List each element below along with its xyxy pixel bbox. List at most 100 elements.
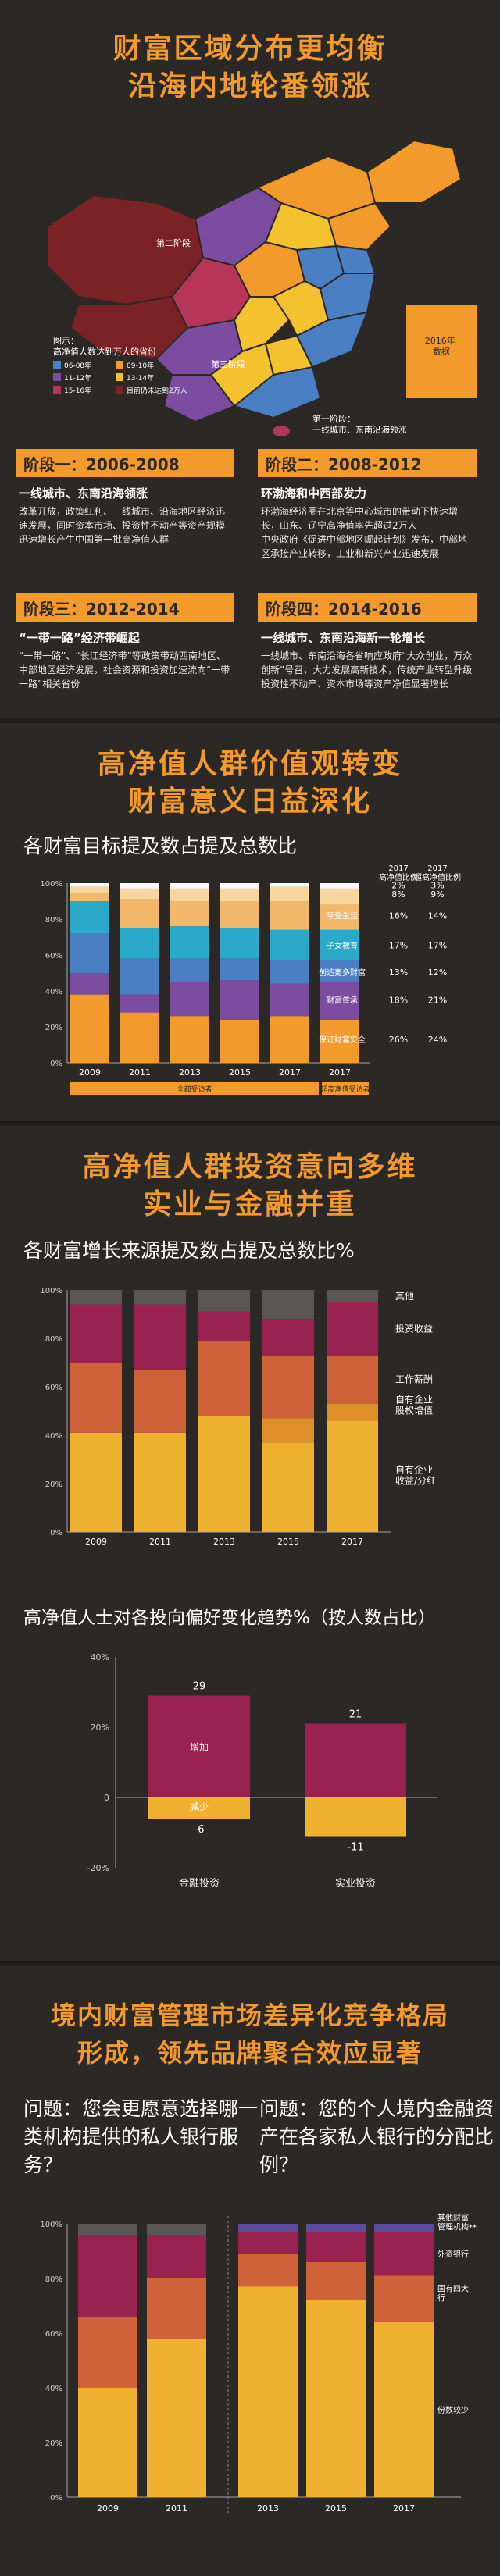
bar-segment — [70, 933, 109, 973]
y-tick-label: 100% — [40, 1287, 62, 1295]
question-2: 问题：您的个人境内金融资产在各家私人银行的分配比例？ — [259, 2097, 495, 2176]
y-tick-label: 40% — [45, 1432, 62, 1441]
bar-segment — [270, 983, 309, 1017]
bar-segment — [70, 886, 109, 894]
x-tick-label: 2011 — [129, 1067, 151, 1078]
bar-segment — [198, 1290, 250, 1312]
bar-segment — [374, 2322, 434, 2497]
x-tick-label: 2011 — [149, 1537, 171, 1547]
phase-1-body: 改革开放，政策红利、一线城市、沿海地区经济迅速发展，同时资本市场、投资性不动产等… — [19, 506, 226, 545]
bar-segment — [220, 901, 259, 928]
bar-segment — [262, 1418, 314, 1443]
china-map-provinces — [46, 139, 462, 438]
map-inset-line2: 数据 — [433, 346, 450, 357]
bar-decrease — [148, 1797, 250, 1819]
map-label-wave2: 第二阶段 — [156, 237, 191, 248]
y-tick-label: 0 — [104, 1793, 109, 1803]
bar-segment — [320, 888, 359, 905]
col-header-b-year: 2017 — [427, 864, 447, 873]
bar-segment — [238, 2224, 298, 2232]
series-label: 其他财富 — [438, 2212, 469, 2222]
bar-segment — [70, 1432, 122, 1532]
bar-segment — [120, 888, 159, 900]
y-tick-label: 60% — [45, 2330, 62, 2339]
y-tick-label: 60% — [45, 952, 62, 960]
x-tick-label: 实业投资 — [335, 1877, 376, 1890]
row-value-a: 26% — [389, 1035, 408, 1045]
data-label-increase: 21 — [349, 1709, 362, 1721]
legend-swatch-5 — [116, 386, 123, 394]
bar-segment — [320, 1019, 359, 1063]
series-label: 自有企业 — [395, 1464, 433, 1476]
series-label: 自有企业 — [395, 1394, 433, 1406]
section4-title-line1: 境内财富管理市场差异化竞争格局 — [50, 2001, 449, 2030]
legend-label-2: 11-12年 — [64, 373, 91, 383]
row-value-b: 9% — [430, 889, 444, 900]
bar-segment — [70, 973, 109, 995]
series-label: 管理机构** — [438, 2221, 477, 2232]
phase-1-card: 阶段一：2006-2008 一线城市、东南沿海领涨 改革开放，政策红利、一线城市… — [16, 449, 234, 547]
bar-increase — [148, 1695, 250, 1797]
x-tick-label: 2013 — [179, 1067, 201, 1078]
legend-title: 图示： 高净值人数达到万人的省份 — [53, 336, 156, 357]
row-value-b: 14% — [428, 910, 447, 921]
phase-3-head: “一带一路”经济带崛起 — [19, 631, 140, 645]
bar-segment — [170, 883, 209, 889]
bar-segment — [327, 1302, 378, 1356]
bar-segment — [270, 929, 309, 960]
section4-title-line2: 形成，领先品牌聚合效应显著 — [77, 2038, 423, 2068]
legend-label-4: 15-16年 — [64, 386, 91, 395]
row-value-b: 17% — [428, 940, 447, 950]
bar-segment — [120, 994, 159, 1013]
section2-title-line1: 高净值人群价值观转变 — [97, 748, 402, 780]
bar-segment — [170, 958, 209, 982]
private-bank-chart: 100% 80% 60% 40% 20% 0% 2009 2011 2013 2015 2017 份数… — [40, 2212, 477, 2514]
y-tick-label: 0% — [50, 1060, 62, 1068]
y-tick-label: 20% — [91, 1723, 109, 1733]
bar-decrease — [305, 1797, 406, 1837]
col-header-b-label: 超高净值比例 — [414, 872, 461, 882]
bar-segment — [78, 2317, 138, 2388]
series-label: 外资银行 — [438, 2250, 469, 2260]
map-label-wave3: 第三阶段 — [211, 358, 245, 369]
bar-segment — [70, 994, 109, 1063]
row-value-b: 24% — [428, 1035, 447, 1045]
bar-segment — [147, 2278, 206, 2339]
bar-segment — [238, 2232, 298, 2254]
bar-segment — [327, 1290, 378, 1302]
phase-3-card: 阶段三：2012-2014 “一带一路”经济带崛起 “一带一路”、“长江经济带”… — [16, 593, 234, 691]
legend-swatch-1 — [116, 361, 123, 369]
section-investment-intent: 高净值人群投资意向多维 实业与金融并重 各财富增长来源提及数占提及总数比% 10… — [0, 1121, 500, 1961]
bar-segment — [270, 960, 309, 984]
x-tick-label: 2017 — [279, 1067, 301, 1078]
bar-segment — [220, 888, 259, 901]
bar-segment — [220, 980, 259, 1020]
col-header-a-label: 高净值比例 — [379, 872, 418, 882]
bar-segment — [70, 893, 109, 901]
bar-segment — [134, 1432, 186, 1532]
bar-segment — [270, 886, 309, 901]
series-label: 其他 — [395, 1291, 414, 1302]
y-tick-label: -20% — [88, 1863, 109, 1873]
legend-swatch-0 — [53, 361, 61, 369]
footer-bar-all — [70, 1082, 319, 1095]
bar-segment — [220, 958, 259, 981]
bar-increase — [305, 1723, 406, 1797]
map-label-wave1: 第一阶段： 一线城市、东南沿海领涨 — [312, 413, 407, 435]
bar-segment — [270, 883, 309, 887]
bar-segment — [78, 2388, 138, 2497]
bar-segment — [134, 1290, 186, 1305]
section3-subtitle: 各财富增长来源提及数占提及总数比% — [23, 1239, 355, 1262]
y-tick-label: 80% — [45, 2275, 62, 2284]
x-tick-label: 2015 — [277, 1537, 299, 1547]
y-tick-label: 0% — [50, 2494, 62, 2503]
legend-label-0: 06-08年 — [64, 361, 91, 370]
bar-segment — [374, 2224, 434, 2232]
section2-title-line2: 财富意义日益深化 — [127, 786, 372, 818]
row-value-a: 8% — [391, 889, 405, 900]
section3-subtitle2: 高净值人士对各投向偏好变化趋势%（按人数占比） — [23, 1608, 436, 1628]
bar-segment — [306, 2232, 366, 2262]
section-market-competition: 境内财富管理市场差异化竞争格局 形成，领先品牌聚合效应显著 问题：您会更愿意选择… — [0, 1961, 500, 2576]
bar-segment — [374, 2232, 434, 2276]
section2-subtitle: 各财富目标提及数占提及总数比 — [23, 835, 298, 857]
